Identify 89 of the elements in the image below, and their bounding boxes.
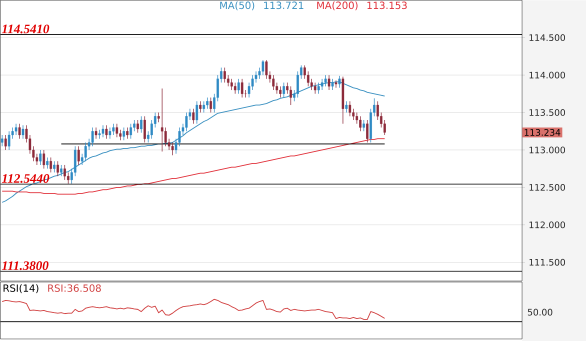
candlestick — [98, 129, 101, 140]
candlestick — [192, 108, 195, 124]
candlestick — [8, 130, 10, 150]
ref-line-label: 114.5410 — [2, 24, 50, 34]
candlestick — [126, 127, 129, 140]
y-tick-label: 112.500 — [530, 184, 566, 191]
candlestick — [306, 71, 310, 87]
candlestick — [160, 88, 164, 152]
candlestick — [314, 82, 316, 94]
candlestick — [102, 124, 104, 138]
candlestick — [366, 120, 368, 143]
candlestick — [230, 78, 233, 90]
candlestick — [64, 164, 66, 180]
candlestick — [60, 164, 62, 177]
text: 50.00 — [528, 308, 552, 316]
candlestick — [276, 82, 278, 94]
candlestick — [226, 74, 230, 87]
candlestick — [265, 60, 268, 80]
candlestick — [210, 97, 212, 113]
candlestick — [345, 100, 348, 113]
candlestick — [39, 150, 42, 166]
candlestick — [383, 120, 386, 136]
candlestick — [224, 67, 226, 83]
candlestick — [130, 123, 132, 140]
chart-title: RSI(14) — [4, 284, 38, 294]
candlestick — [356, 112, 358, 124]
candlestick — [74, 146, 76, 177]
text: MA(50) — [220, 1, 254, 10]
candlestick — [67, 172, 70, 184]
candlestick — [240, 78, 244, 98]
candlestick — [14, 123, 18, 136]
candlestick — [50, 157, 52, 173]
text: MA(200) — [317, 1, 358, 10]
candlestick — [122, 127, 126, 141]
candlestick — [199, 100, 202, 113]
y-tick-label: 111.500 — [530, 258, 566, 266]
candlestick — [362, 120, 366, 132]
y-tick-label: 113.500 — [530, 109, 566, 116]
candlestick — [140, 116, 142, 134]
candlestick — [206, 97, 209, 110]
candlestick — [272, 74, 275, 90]
candlestick — [0, 134, 4, 147]
candlestick — [94, 127, 98, 140]
candlestick — [133, 120, 136, 132]
candlestick — [112, 123, 115, 136]
candlestick — [171, 142, 174, 156]
y-tick-label: 114.000 — [530, 72, 566, 78]
annotation: 113.721 — [264, 2, 304, 10]
candlestick — [18, 123, 21, 140]
candlestick — [202, 100, 206, 113]
candlestick — [234, 82, 236, 94]
candlestick — [116, 123, 118, 138]
y-tick-label: 112.000 — [530, 221, 566, 228]
candlestick — [91, 127, 94, 147]
y-tick-label: 114.500 — [530, 34, 566, 42]
candlestick — [42, 150, 46, 170]
y-tick-label: 113.000 — [530, 146, 566, 154]
candlestick — [376, 100, 379, 120]
candlestick — [105, 124, 108, 140]
candlestick — [279, 86, 282, 98]
candlestick — [144, 116, 146, 143]
candlestick — [136, 120, 139, 134]
text: RSI:36.508 — [48, 284, 101, 292]
candlestick — [22, 124, 24, 140]
candlestick — [237, 78, 240, 94]
candlestick — [84, 142, 87, 162]
text: 113.234 — [524, 129, 560, 136]
candlestick — [157, 112, 160, 123]
candlestick — [108, 127, 112, 140]
candlestick — [46, 157, 49, 170]
candlestick — [334, 80, 338, 88]
candlestick — [359, 116, 362, 132]
ref-line-label: 111.3800 — [2, 261, 48, 270]
candlestick — [53, 160, 56, 173]
candlestick — [290, 86, 292, 106]
candlestick — [196, 100, 198, 124]
candlestick — [304, 65, 306, 80]
candlestick — [328, 74, 330, 90]
candlestick — [310, 78, 313, 90]
annotation: 113.153 — [367, 2, 407, 10]
candlestick — [77, 146, 80, 166]
candlestick — [262, 60, 264, 76]
candlestick — [56, 160, 59, 177]
candlestick — [150, 120, 153, 140]
candlestick — [286, 82, 289, 94]
ref-line-label: 112.5440 — [2, 174, 50, 183]
candlestick — [4, 134, 7, 150]
candlestick — [348, 100, 352, 117]
candlestick — [185, 112, 188, 132]
